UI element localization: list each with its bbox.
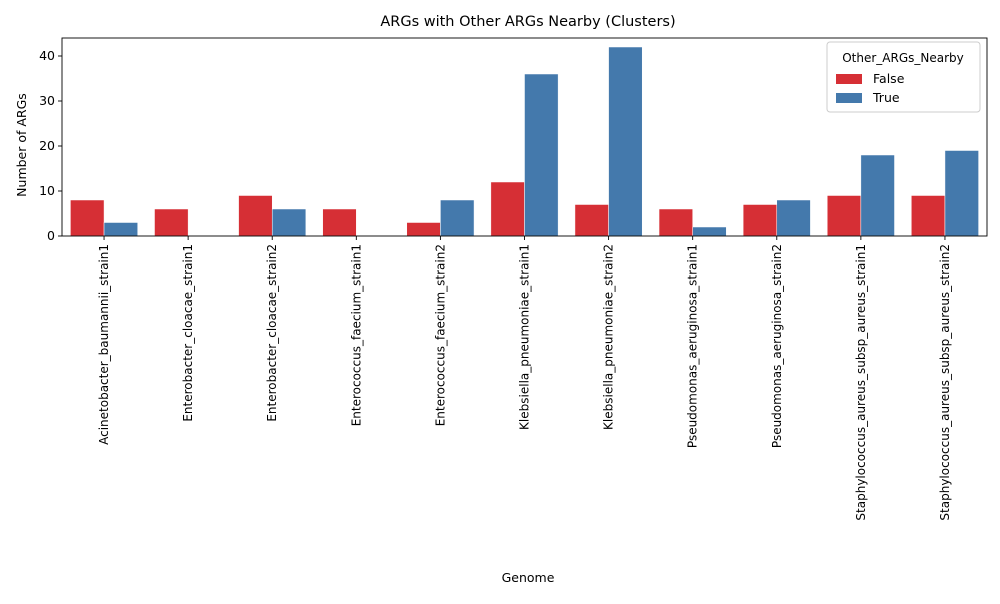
x-tick-label: Klebsiella_pneumoniae_strain2 <box>602 244 616 430</box>
y-tick-label: 10 <box>39 183 55 198</box>
x-axis-label: Genome <box>502 570 555 585</box>
legend-label-true: True <box>872 90 900 105</box>
x-tick-label: Enterobacter_cloacae_strain1 <box>181 244 195 422</box>
bar-true-9 <box>860 154 895 237</box>
bar-false-3 <box>322 208 357 237</box>
bar-true-2 <box>271 208 307 237</box>
legend-entries: False True <box>836 71 905 105</box>
bar-true-0 <box>103 222 138 237</box>
axes-layer: 0 10 20 30 40 Acinetobacter_baumannii_strain1… <box>39 37 988 521</box>
y-tick-label: 40 <box>39 48 55 63</box>
x-tick-label: Staphylococcus_aureus_subsp_aureus_strai… <box>854 244 868 521</box>
x-tick-label: Klebsiella_pneumoniae_strain1 <box>518 244 532 430</box>
bar-false-10 <box>911 195 946 237</box>
y-tick-label: 0 <box>47 228 55 243</box>
legend-label-false: False <box>873 71 905 86</box>
bar-false-7 <box>658 208 693 237</box>
bar-true-7 <box>692 226 727 237</box>
y-tick-label: 20 <box>39 138 55 153</box>
x-tick-label: Pseudomonas_aeruginosa_strain2 <box>770 244 784 448</box>
bar-false-6 <box>574 204 609 237</box>
legend-swatch-true <box>836 93 862 103</box>
y-tick-label: 30 <box>39 93 55 108</box>
bar-true-6 <box>608 46 643 237</box>
bar-false-4 <box>406 222 441 237</box>
y-axis-label: Number of ARGs <box>14 93 29 197</box>
bar-false-2 <box>238 195 273 237</box>
legend: Other_ARGs_Nearby False True <box>826 41 981 113</box>
x-tick-label: Staphylococcus_aureus_subsp_aureus_strai… <box>938 244 952 521</box>
x-tick-label: Pseudomonas_aeruginosa_strain1 <box>686 244 700 448</box>
legend-frame <box>826 41 981 113</box>
bar-true-10 <box>944 150 979 237</box>
bar-false-1 <box>154 208 189 237</box>
chart-title: ARGs with Other ARGs Nearby (Clusters) <box>380 14 675 30</box>
legend-title: Other_ARGs_Nearby <box>842 51 964 65</box>
bar-true-8 <box>776 199 811 237</box>
x-tick-label: Enterococcus_faecium_strain2 <box>433 244 447 426</box>
legend-swatch-false <box>836 74 862 84</box>
bar-false-0 <box>70 199 105 237</box>
x-tick-label: Enterobacter_cloacae_strain2 <box>265 244 279 422</box>
bar-false-5 <box>490 181 525 237</box>
bar-true-4 <box>440 199 475 237</box>
x-tick-label: Acinetobacter_baumannii_strain1 <box>97 244 111 445</box>
bar-false-8 <box>742 204 778 237</box>
bar-true-5 <box>524 73 559 237</box>
bar-false-9 <box>826 195 862 237</box>
x-tick-label: Enterococcus_faecium_strain1 <box>349 244 363 426</box>
bars-layer <box>70 46 979 237</box>
